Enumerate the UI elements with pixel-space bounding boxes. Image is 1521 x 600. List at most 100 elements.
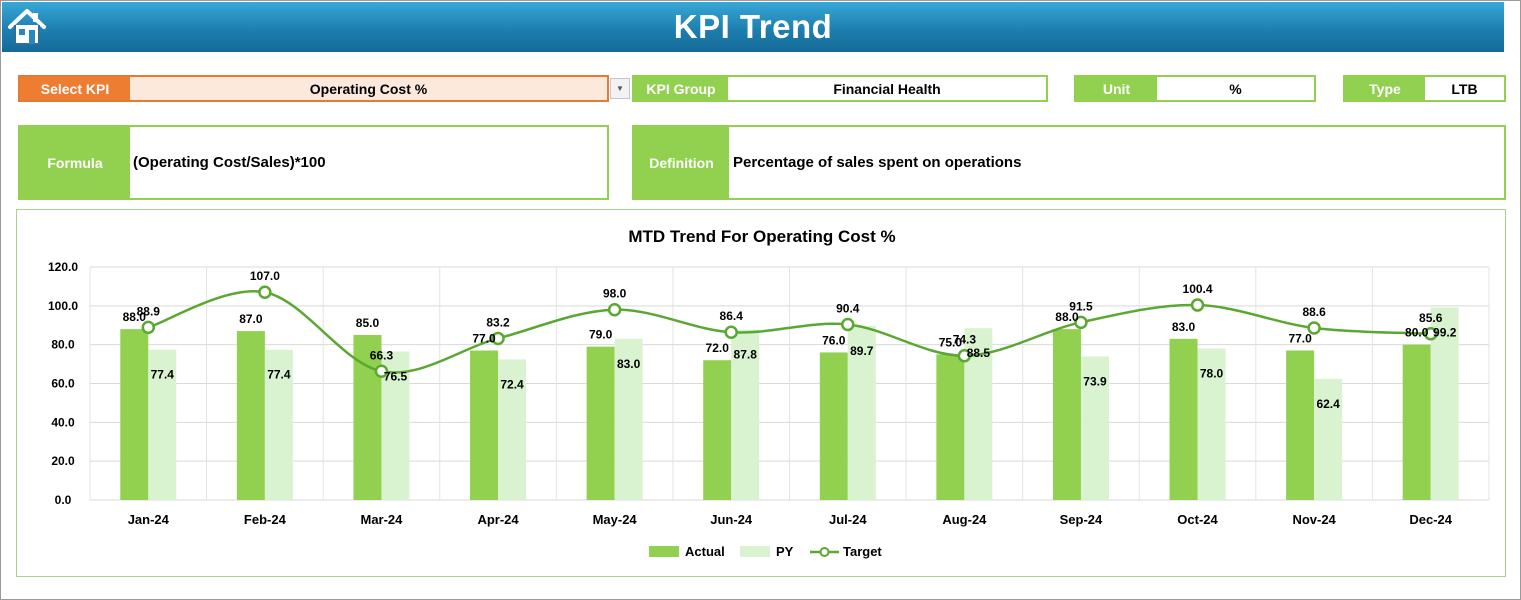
actual-bar bbox=[703, 360, 732, 500]
type-label: Type bbox=[1345, 77, 1425, 100]
target-data-label: 91.5 bbox=[1069, 299, 1093, 313]
x-tick-label: Jan-24 bbox=[128, 512, 170, 527]
py-data-label: 78.0 bbox=[1200, 367, 1224, 381]
y-tick-label: 120.0 bbox=[48, 260, 78, 274]
home-button[interactable] bbox=[6, 6, 48, 48]
target-marker bbox=[957, 348, 972, 363]
py-bar bbox=[1197, 348, 1226, 500]
py-data-label: 83.0 bbox=[617, 357, 641, 371]
formula-label: Formula bbox=[20, 127, 130, 198]
legend-py-label: PY bbox=[776, 544, 794, 559]
py-data-label: 77.4 bbox=[267, 368, 291, 382]
target-marker bbox=[607, 302, 622, 317]
chart-svg: MTD Trend For Operating Cost % 0.0 20.0 40… bbox=[48, 227, 1490, 559]
py-data-label: 87.8 bbox=[734, 348, 758, 362]
target-data-label: 66.3 bbox=[370, 348, 394, 362]
x-tick-label: Mar-24 bbox=[360, 512, 403, 527]
py-data-label: 73.9 bbox=[1083, 375, 1107, 389]
legend-actual-swatch bbox=[649, 546, 679, 557]
y-tick-label: 80.0 bbox=[51, 338, 75, 352]
py-data-label: 77.4 bbox=[151, 368, 175, 382]
py-data-label: 99.2 bbox=[1433, 325, 1457, 339]
definition-value: Percentage of sales spent on operations bbox=[729, 127, 1504, 198]
actual-bar bbox=[936, 354, 965, 500]
actual-bar bbox=[819, 352, 848, 500]
target-data-label: 83.2 bbox=[486, 315, 510, 329]
target-marker bbox=[258, 285, 272, 299]
actual-data-label: 88.0 bbox=[1055, 310, 1079, 324]
actual-bar bbox=[353, 334, 382, 500]
mtd-trend-chart: MTD Trend For Operating Cost % 0.0 20.0 40… bbox=[16, 209, 1506, 577]
formula-value: (Operating Cost/Sales)*100 bbox=[130, 127, 607, 198]
actual-bar bbox=[470, 350, 499, 500]
py-bar bbox=[498, 359, 527, 500]
actual-bar bbox=[1169, 338, 1198, 500]
y-tick-label: 60.0 bbox=[51, 377, 75, 391]
target-data-label: 90.4 bbox=[836, 301, 860, 315]
actual-data-label: 88.0 bbox=[123, 310, 147, 324]
type-value: LTB bbox=[1425, 77, 1504, 100]
kpi-group-label: KPI Group bbox=[634, 77, 728, 100]
actual-bar bbox=[1286, 350, 1315, 500]
py-data-label: 88.5 bbox=[967, 346, 991, 360]
target-data-label: 98.0 bbox=[603, 287, 627, 301]
target-marker bbox=[1074, 315, 1088, 330]
select-kpi-label: Select KPI bbox=[20, 77, 130, 100]
home-icon bbox=[8, 9, 46, 45]
unit-field: Unit % bbox=[1074, 75, 1316, 102]
chart-title: MTD Trend For Operating Cost % bbox=[628, 227, 895, 246]
y-tick-label: 100.0 bbox=[48, 299, 78, 313]
target-data-label: 100.4 bbox=[1183, 282, 1213, 296]
x-tick-label: Feb-24 bbox=[244, 512, 287, 527]
legend-py-swatch bbox=[740, 546, 770, 557]
target-data-label: 85.6 bbox=[1419, 311, 1443, 325]
actual-data-label: 76.0 bbox=[822, 333, 846, 347]
py-bar bbox=[1080, 356, 1109, 500]
title-banner: KPI Trend bbox=[2, 2, 1504, 52]
actual-bar bbox=[586, 346, 615, 500]
py-bar bbox=[1430, 307, 1459, 500]
actual-data-label: 77.0 bbox=[472, 331, 496, 345]
target-marker bbox=[1190, 298, 1205, 312]
target-data-label: 74.3 bbox=[953, 333, 977, 347]
formula-box: Formula (Operating Cost/Sales)*100 bbox=[18, 125, 609, 200]
actual-bar bbox=[1052, 329, 1081, 500]
legend-target-marker bbox=[819, 547, 830, 557]
actual-data-label: 87.0 bbox=[239, 312, 263, 326]
target-data-label: 107.0 bbox=[250, 269, 280, 283]
x-tick-label: Oct-24 bbox=[1177, 512, 1218, 527]
target-marker bbox=[724, 325, 738, 339]
x-tick-label: Apr-24 bbox=[477, 512, 519, 527]
select-kpi-field[interactable]: Select KPI Operating Cost % bbox=[18, 75, 609, 102]
legend-target-label: Target bbox=[843, 544, 882, 559]
py-bar bbox=[381, 351, 410, 500]
actual-data-label: 72.0 bbox=[706, 341, 730, 355]
target-marker bbox=[141, 320, 156, 335]
actual-data-label: 75.0 bbox=[939, 335, 963, 349]
chevron-down-icon: ▼ bbox=[616, 84, 624, 93]
actual-bar bbox=[236, 331, 265, 500]
unit-value: % bbox=[1157, 77, 1314, 100]
py-bar bbox=[614, 338, 643, 500]
actual-data-label: 77.0 bbox=[1288, 331, 1312, 345]
x-tick-label: Jun-24 bbox=[710, 512, 753, 527]
type-field: Type LTB bbox=[1343, 75, 1506, 102]
y-tick-label: 0.0 bbox=[55, 493, 72, 507]
x-tick-label: May-24 bbox=[593, 512, 638, 527]
definition-box: Definition Percentage of sales spent on … bbox=[632, 125, 1506, 200]
kpi-dropdown-button[interactable]: ▼ bbox=[610, 78, 630, 99]
actual-data-label: 83.0 bbox=[1172, 320, 1196, 334]
y-tick-label: 20.0 bbox=[51, 454, 75, 468]
py-data-label: 72.4 bbox=[500, 377, 524, 391]
py-data-label: 62.4 bbox=[1316, 397, 1340, 411]
actual-data-label: 80.0 bbox=[1405, 326, 1429, 340]
target-marker bbox=[1307, 321, 1321, 335]
x-tick-label: Dec-24 bbox=[1409, 512, 1452, 527]
x-tick-label: Jul-24 bbox=[829, 512, 867, 527]
py-bar bbox=[148, 349, 177, 500]
select-kpi-value[interactable]: Operating Cost % bbox=[130, 77, 607, 100]
py-data-label: 76.5 bbox=[384, 369, 408, 383]
target-data-label: 86.4 bbox=[720, 309, 744, 323]
actual-data-label: 85.0 bbox=[356, 316, 380, 330]
target-marker bbox=[491, 331, 505, 346]
